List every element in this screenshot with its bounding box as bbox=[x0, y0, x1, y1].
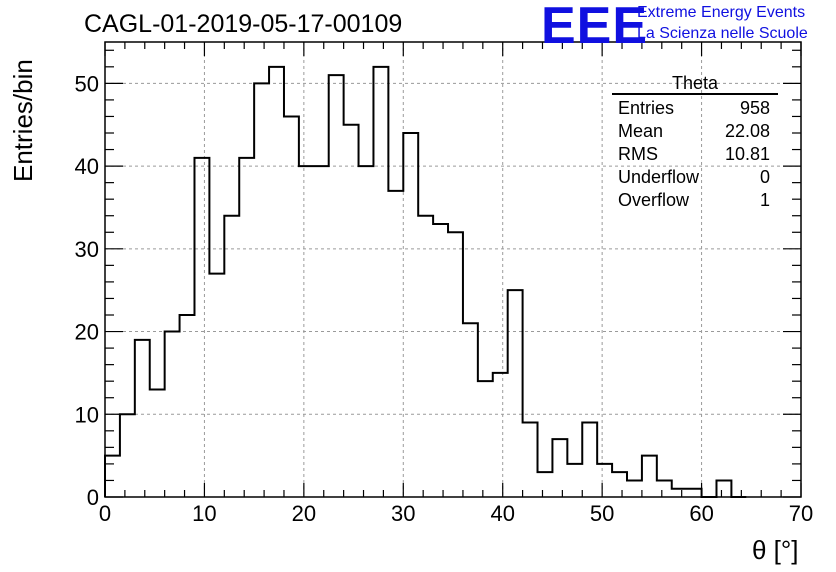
stats-value: 0 bbox=[759, 167, 770, 187]
stats-row-overflow: Overflow 1 bbox=[612, 189, 778, 212]
x-tick-label: 0 bbox=[99, 501, 111, 526]
stats-label: Overflow bbox=[618, 190, 690, 210]
stats-value: 10.81 bbox=[724, 144, 770, 164]
y-tick-label: 50 bbox=[75, 71, 99, 96]
x-tick-label: 60 bbox=[689, 501, 713, 526]
stats-row-underflow: Underflow 0 bbox=[612, 166, 778, 189]
x-tick-label: 30 bbox=[391, 501, 415, 526]
stats-box: Theta Entries 958 Mean 22.08 RMS 10.81 U… bbox=[612, 73, 778, 212]
y-tick-label: 0 bbox=[87, 485, 99, 510]
stats-row-rms: RMS 10.81 bbox=[612, 143, 778, 166]
stats-row-mean: Mean 22.08 bbox=[612, 120, 778, 143]
logo-subtitle-1: Extreme Energy Events bbox=[637, 4, 806, 21]
stats-value: 22.08 bbox=[724, 121, 770, 141]
stats-divider bbox=[612, 93, 778, 95]
chart-title: CAGL-01-2019-05-17-00109 bbox=[84, 10, 403, 38]
y-tick-label: 40 bbox=[75, 154, 99, 179]
x-tick-label: 10 bbox=[192, 501, 216, 526]
stats-row-entries: Entries 958 bbox=[612, 97, 778, 120]
grid-lines bbox=[105, 42, 801, 497]
stats-value: 1 bbox=[759, 190, 770, 210]
y-tick-label: 10 bbox=[75, 402, 99, 427]
x-tick-label: 50 bbox=[590, 501, 614, 526]
axis-ticks bbox=[104, 42, 802, 498]
y-tick-label: 30 bbox=[75, 237, 99, 262]
stats-title: Theta bbox=[671, 73, 719, 93]
stats-label: RMS bbox=[618, 144, 658, 164]
stats-label: Entries bbox=[618, 98, 675, 118]
plot-frame bbox=[104, 41, 802, 498]
stats-value: 958 bbox=[739, 98, 770, 118]
x-tick-label: 70 bbox=[789, 501, 813, 526]
x-tick-label: 20 bbox=[292, 501, 316, 526]
logo-subtitle-2: La Scienza nelle Scuole bbox=[637, 25, 808, 42]
histogram-outline bbox=[104, 65, 747, 498]
x-tick-label: 40 bbox=[490, 501, 514, 526]
y-axis-label: Entries/bin bbox=[8, 59, 38, 182]
stats-label: Mean bbox=[618, 121, 664, 141]
x-axis-label: θ [°] bbox=[752, 535, 799, 565]
y-tick-label: 20 bbox=[75, 320, 99, 345]
stats-label: Underflow bbox=[618, 167, 700, 187]
eee-logo: EEE bbox=[541, 0, 649, 55]
